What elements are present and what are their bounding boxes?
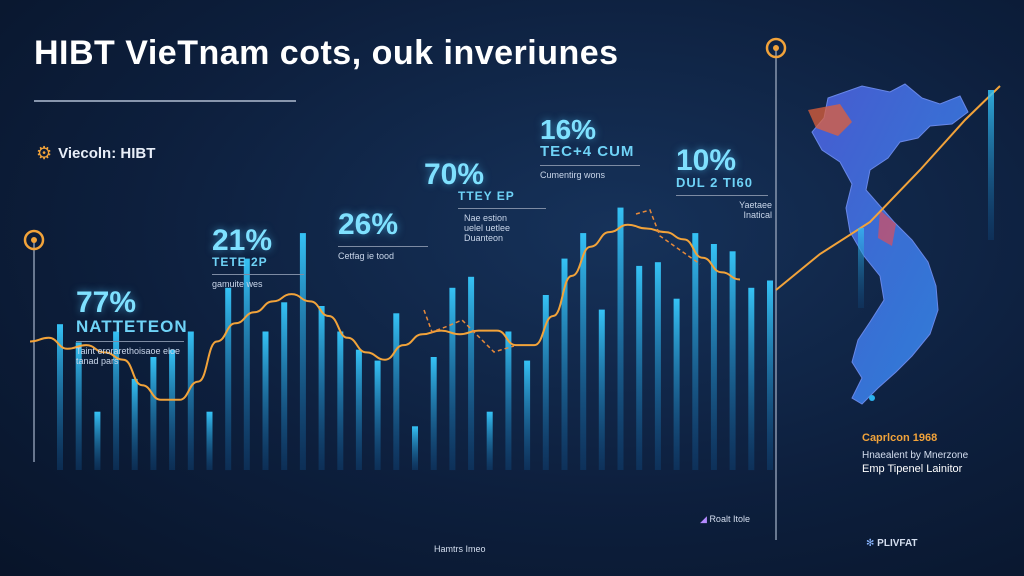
- page-title: HIBT VieTnam cots, ouk inveriunes: [34, 34, 619, 72]
- bar-31: [617, 207, 624, 470]
- subtitle: ⚙ Viecoln: HIBT: [36, 144, 155, 162]
- stat-value: 26%: [338, 208, 399, 241]
- live-mark-icon: ◢: [700, 514, 707, 524]
- bar-35: [692, 233, 699, 470]
- stat-callout-6: 10% DUL 2 TI60 Yaetaee Inatical: [676, 146, 772, 220]
- stat-rule: [540, 165, 640, 166]
- stat-label: TTEY EP: [458, 189, 515, 203]
- bar-1: [57, 324, 63, 470]
- bar-2: [75, 342, 82, 470]
- bar-21: [430, 357, 437, 470]
- stat-callout-4: 70% TTEY EP Nae estion uelel uetlee Duan…: [424, 160, 546, 243]
- stat-caption: Cetfag ie tood: [338, 251, 395, 261]
- gear-icon: ⚙: [36, 143, 53, 163]
- stat-callout-3: 26% Cetfag ie tood: [338, 210, 428, 261]
- stat-value: 77%: [76, 286, 137, 319]
- source-line-1: Hnaealent by Mnerzone: [862, 450, 969, 461]
- stat-rule: [212, 274, 304, 275]
- bar-29: [580, 233, 587, 470]
- bar-12: [262, 331, 269, 470]
- bar-10: [225, 287, 232, 471]
- bar-28: [561, 258, 568, 470]
- stat-caption: Cumentirg wons: [540, 170, 606, 180]
- stat-label: DUL 2 TI60: [676, 175, 753, 190]
- stat-rule: [458, 208, 546, 209]
- stat-value: 10%: [676, 144, 737, 177]
- bar-14: [299, 233, 306, 470]
- bar-24: [486, 411, 493, 470]
- stat-rule: [338, 246, 428, 247]
- bar-22: [449, 287, 456, 471]
- bar-39: [767, 280, 773, 470]
- stat-value: 70%: [424, 158, 485, 191]
- stat-value: 21%: [212, 224, 273, 257]
- bar-13: [281, 302, 288, 470]
- trend-line-dashed-2: [635, 209, 701, 265]
- marker-dot-left: [31, 237, 37, 243]
- stat-caption: Yaetaee Inatical: [739, 200, 772, 220]
- bar-8: [187, 331, 194, 470]
- stat-rule: [676, 195, 768, 196]
- bar-9: [206, 411, 213, 470]
- stat-caption: Nae estion uelel uetlee Duanteon: [464, 213, 511, 243]
- trend-line: [29, 223, 741, 401]
- source-block: Caprlcon 1968 Hnaealent by Mnerzone Emp …: [862, 432, 1012, 475]
- bar-33: [654, 262, 661, 470]
- bar-32: [636, 265, 643, 470]
- bar-16: [337, 331, 344, 470]
- map-hotspot-center: [878, 210, 896, 246]
- brand-mark-icon: ✻: [866, 538, 875, 549]
- marker-circle-right: [765, 37, 787, 59]
- bar-36: [710, 244, 717, 470]
- bar-3: [94, 411, 101, 470]
- live-tag-text: Roalt Itole: [709, 514, 750, 524]
- brand-text: PLIVFAT: [877, 538, 918, 549]
- stat-rule: [76, 341, 184, 342]
- stat-caption: Taint erorarethoisaoe eloe tanad pars: [76, 346, 181, 366]
- brand-logo: ✻ PLIVFAT: [866, 538, 918, 549]
- bar-26: [524, 360, 531, 470]
- bars-group: [57, 207, 773, 471]
- bar-38: [748, 287, 755, 471]
- map-point-south: [869, 395, 875, 401]
- bar-19: [393, 313, 400, 470]
- bar-25: [505, 331, 512, 470]
- stat-callout-5: 16% TEC+4 CUM Cumentirg wons: [540, 116, 640, 180]
- bar-20: [412, 426, 418, 470]
- subtitle-text: Viecoln: HIBT: [58, 144, 156, 162]
- trend-line-dashed: [423, 309, 515, 353]
- stat-callout-2: 21% TETE 2P gamuite wes: [212, 226, 304, 289]
- bar-7: [169, 349, 176, 470]
- bar-30: [598, 309, 605, 470]
- stat-label: NATTETEON: [76, 317, 188, 336]
- bar-27: [542, 295, 549, 470]
- bar-34: [673, 298, 680, 470]
- bar-17: [355, 349, 362, 470]
- right-bars: [858, 90, 994, 308]
- bar-23: [468, 276, 475, 470]
- marker-dot-right: [773, 45, 779, 51]
- bar-37: [729, 251, 736, 470]
- map-hotspot-north: [808, 104, 852, 136]
- trend-extension: [775, 85, 1001, 291]
- bar-18: [374, 360, 381, 470]
- bar-6: [150, 357, 157, 470]
- stat-callout-1: 77% NATTETEON Taint erorarethoisaoe eloe…: [76, 288, 188, 366]
- bar-5: [131, 378, 138, 470]
- stat-value: 16%: [540, 114, 597, 145]
- bar-15: [318, 306, 325, 470]
- live-tag: ◢ Roalt Itole: [700, 514, 750, 525]
- source-line-2: Emp Tipenel Lainitor: [862, 463, 963, 475]
- bar-4: [113, 331, 120, 470]
- title-underline: [34, 100, 296, 102]
- marker-circle-left: [23, 229, 45, 251]
- stat-caption: gamuite wes: [212, 279, 263, 289]
- x-axis-label: Hamtrs Imeo: [434, 544, 486, 554]
- bar-11: [243, 258, 250, 470]
- stat-label: TETE 2P: [212, 255, 268, 269]
- source-title: Caprlcon 1968: [862, 432, 938, 444]
- stat-label: TEC+4 CUM: [540, 143, 635, 160]
